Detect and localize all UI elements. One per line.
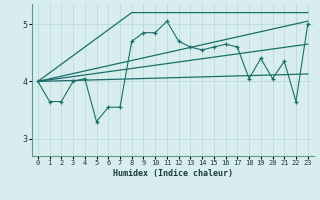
X-axis label: Humidex (Indice chaleur): Humidex (Indice chaleur)	[113, 169, 233, 178]
